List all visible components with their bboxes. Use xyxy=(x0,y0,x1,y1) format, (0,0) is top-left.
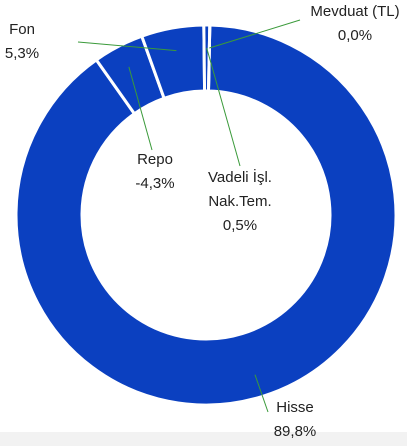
slice-value: 0,0% xyxy=(337,27,373,44)
leader-line xyxy=(206,47,241,167)
slice-name: Hisse xyxy=(276,399,314,416)
slice-label: Vadeli İşl. Nak.Tem. 0,5% xyxy=(195,166,285,238)
slice-name: Mevduat (TL) xyxy=(310,3,400,20)
slice-value: 5,3% xyxy=(4,45,40,62)
slice-name: Vadeli İşl. Nak.Tem. xyxy=(208,169,272,210)
leader-line xyxy=(254,374,269,413)
leader-line xyxy=(209,19,301,49)
slice-label: Hisse 89,8% xyxy=(245,396,345,444)
slice-label: Repo -4,3% xyxy=(105,148,205,196)
slice-value: -4,3% xyxy=(135,175,175,192)
slice-name: Fon xyxy=(9,21,35,38)
bottom-strip xyxy=(0,432,407,446)
donut-slice xyxy=(14,23,398,407)
slice-value: 0,5% xyxy=(222,217,258,234)
leader-line xyxy=(77,41,177,52)
slice-label: Mevduat (TL) 0,0% xyxy=(305,0,405,48)
slice-value: 89,8% xyxy=(273,423,317,440)
slice-label: Fon 5,3% xyxy=(0,18,72,66)
leader-line xyxy=(128,66,153,151)
slice-name: Repo xyxy=(137,151,173,168)
